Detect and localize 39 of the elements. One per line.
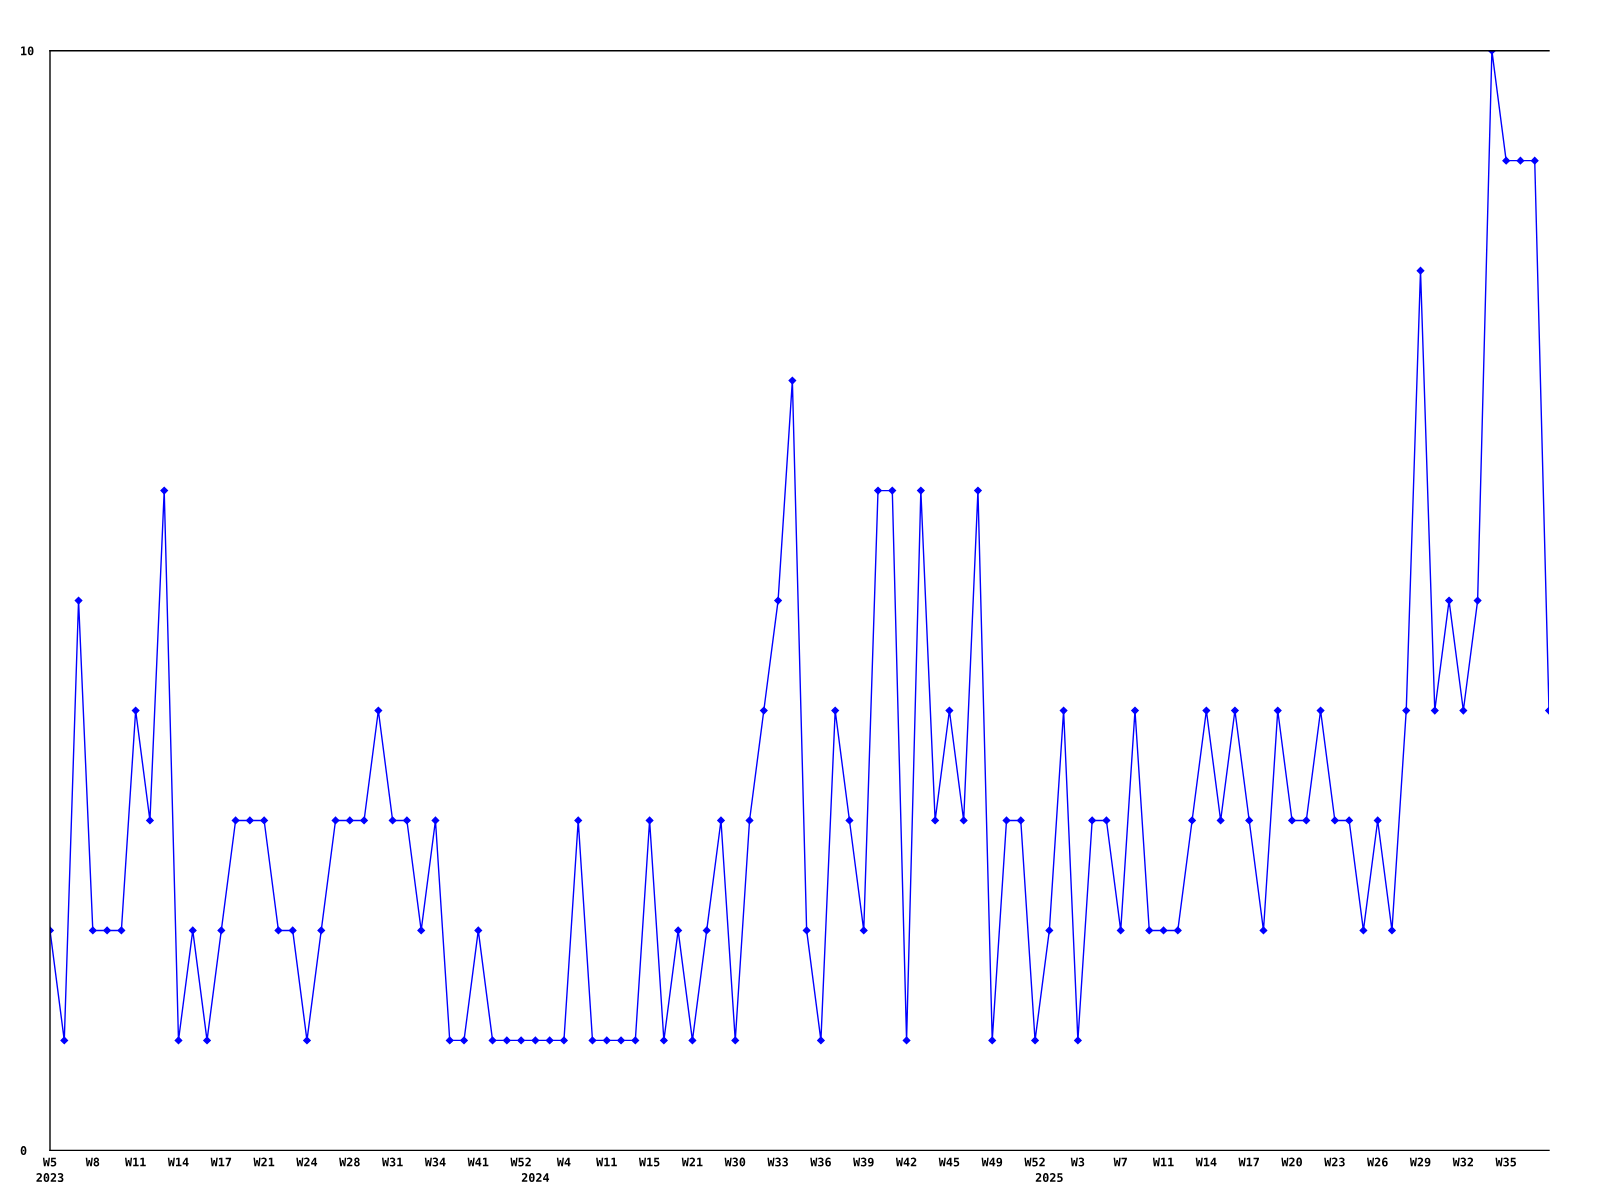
- x-tick-label: W26: [1367, 1157, 1388, 1167]
- x-tick-label: W11: [125, 1157, 146, 1167]
- y-tick-label: 10: [21, 46, 34, 56]
- x-tick-label: W52: [510, 1157, 531, 1167]
- x-tick-label: W52: [1024, 1157, 1045, 1167]
- x-tick-label: W21: [253, 1157, 275, 1167]
- y-tick-label: 0: [20, 1146, 27, 1156]
- x-tick-label: W17: [210, 1157, 232, 1167]
- x-tick-label: W4: [556, 1157, 571, 1167]
- x-tick-label: W36: [810, 1157, 831, 1167]
- x-tick-label: W21: [681, 1157, 703, 1167]
- x-tick-label: W5 2023: [36, 1157, 64, 1183]
- x-tick-label: W39: [853, 1157, 874, 1167]
- x-tick-label: W42: [895, 1157, 917, 1167]
- x-tick-label: W28: [339, 1157, 360, 1167]
- x-tick-label: W3: [1070, 1157, 1085, 1167]
- x-tick-label: W41: [467, 1157, 489, 1167]
- x-tick-label: W14: [167, 1157, 189, 1167]
- x-tick-label: W34: [424, 1157, 446, 1167]
- x-tick-label: W11: [1152, 1157, 1174, 1167]
- x-tick-label: W11: [596, 1157, 617, 1167]
- x-tick-label: W33: [767, 1157, 788, 1167]
- x-tick-label: W31: [381, 1157, 403, 1167]
- x-tick-label: 2025: [1035, 1173, 1063, 1183]
- x-tick-label: W15: [638, 1157, 660, 1167]
- x-tick-label: W32: [1452, 1157, 1474, 1167]
- x-tick-label: W24: [296, 1157, 318, 1167]
- x-tick-label: W14: [1195, 1157, 1217, 1167]
- x-tick-label: W20: [1281, 1157, 1302, 1167]
- x-tick-label: W17: [1238, 1157, 1259, 1167]
- x-tick-label: W8: [85, 1157, 100, 1167]
- x-tick-label: W7: [1113, 1157, 1127, 1167]
- x-tick-label: 2024: [521, 1173, 550, 1183]
- x-tick-label: W30: [724, 1157, 746, 1167]
- x-tick-label: W29: [1409, 1157, 1431, 1167]
- x-tick-label: W49: [981, 1157, 1003, 1167]
- x-tick-label: W45: [938, 1157, 960, 1167]
- x-tick-label: W35: [1495, 1157, 1517, 1167]
- x-tick-label: W23: [1324, 1157, 1345, 1167]
